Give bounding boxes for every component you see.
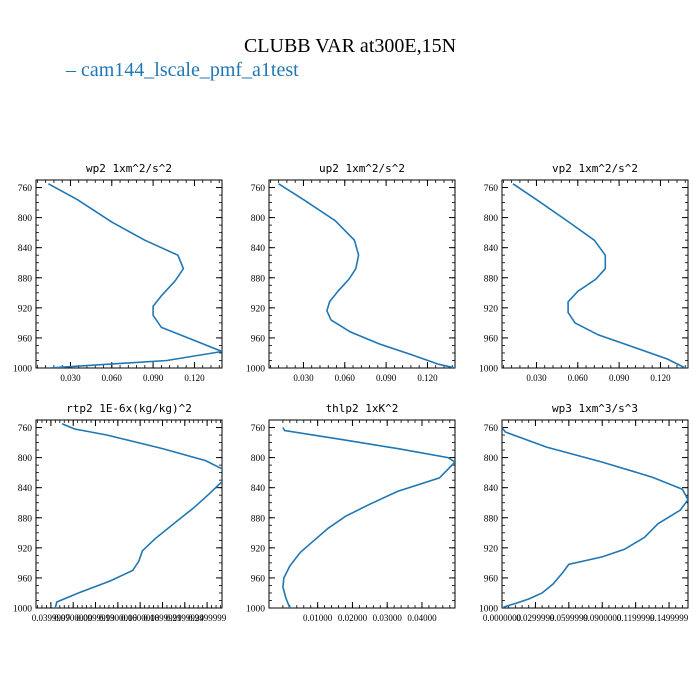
x-tick-label: 0.0900000 xyxy=(583,613,622,623)
y-tick-label: 840 xyxy=(18,244,33,254)
x-tick-label: 0.02000 xyxy=(338,613,368,623)
panel-title: wp3 1xm^3/s^3 xyxy=(552,402,638,415)
y-tick-label: 960 xyxy=(18,334,33,344)
x-tick-label: 0.0399999 xyxy=(32,613,71,623)
x-tick-label: 0.1499999 xyxy=(650,613,689,623)
x-tick-label: 0.030 xyxy=(526,373,547,383)
y-tick-label: 960 xyxy=(484,574,499,584)
x-tick-label: 0.060 xyxy=(335,373,356,383)
panel-title: up2 1xm^2/s^2 xyxy=(319,162,405,175)
legend-entry: – cam144_lscale_pmf_a1test xyxy=(66,59,299,81)
panel-4: rtp2 1E-6x(kg/kg)^2 760 800 840 880 920 960 100… xyxy=(13,402,227,623)
y-tick-label: 760 xyxy=(251,184,266,194)
y-tick-label: 920 xyxy=(18,304,33,314)
x-tick-label: 0.01000 xyxy=(303,613,333,623)
panel-title: rtp2 1E-6x(kg/kg)^2 xyxy=(66,402,192,415)
x-tick-label: 0.1300000 xyxy=(99,613,138,623)
panel-1: wp2 1xm^2/s^2 760 800 840 880 920 960 1000 0.030… xyxy=(13,162,223,383)
x-tick-label: 0.0999999 xyxy=(76,613,115,623)
y-tick-label: 920 xyxy=(18,544,33,554)
y-tick-label: 920 xyxy=(251,304,266,314)
x-tick-label: 0.0000000 xyxy=(483,613,522,623)
panel-title: thlp2 1xK^2 xyxy=(326,402,399,415)
x-tick-label: 0.0299999 xyxy=(516,613,555,623)
y-tick-label: 960 xyxy=(18,574,33,584)
y-tick-label: 1000 xyxy=(246,605,265,615)
series-line xyxy=(282,427,455,608)
y-tick-label: 880 xyxy=(251,514,266,524)
y-tick-label: 920 xyxy=(484,544,499,554)
y-tick-label: 840 xyxy=(251,484,266,494)
x-tick-label: 0.03000 xyxy=(373,613,403,623)
y-tick-label: 960 xyxy=(484,334,499,344)
y-tick-label: 760 xyxy=(251,424,266,434)
x-tick-label: 0.120 xyxy=(184,373,205,383)
y-tick-label: 840 xyxy=(484,244,499,254)
y-tick-label: 800 xyxy=(484,454,499,464)
figure-title: CLUBB VAR at300E,15N xyxy=(243,35,457,57)
y-tick-label: 960 xyxy=(251,334,266,344)
y-tick-label: 920 xyxy=(484,304,499,314)
y-tick-label: 760 xyxy=(18,424,33,434)
y-tick-label: 1000 xyxy=(13,365,32,375)
y-tick-label: 800 xyxy=(18,454,33,464)
y-tick-label: 1000 xyxy=(246,365,265,375)
plot-frame xyxy=(501,179,689,369)
x-tick-label: 0.030 xyxy=(293,373,314,383)
plot-frame xyxy=(268,419,456,609)
y-tick-label: 760 xyxy=(18,184,33,194)
series-line xyxy=(512,183,686,368)
x-tick-label: 0.090 xyxy=(143,373,164,383)
x-tick-label: 0.090 xyxy=(609,373,630,383)
y-tick-label: 880 xyxy=(484,274,499,284)
x-tick-label: 0.2199999 xyxy=(166,613,205,623)
y-tick-label: 880 xyxy=(18,514,33,524)
x-tick-label: 0.2499999 xyxy=(188,613,227,623)
plot-frame xyxy=(268,179,456,369)
x-tick-label: 0.120 xyxy=(417,373,438,383)
plot-frame xyxy=(35,419,223,609)
x-tick-label: 0.1600000 xyxy=(121,613,160,623)
y-tick-label: 800 xyxy=(251,214,266,224)
y-tick-label: 960 xyxy=(251,574,266,584)
series-line xyxy=(48,183,222,368)
x-tick-label: 0.0700000 xyxy=(54,613,93,623)
panel-3: vp2 1xm^2/s^2 760 800 840 880 920 960 1000 0.030… xyxy=(479,162,689,383)
x-tick-label: 0.060 xyxy=(102,373,123,383)
x-tick-label: 0.030 xyxy=(60,373,81,383)
series-line xyxy=(502,427,688,608)
y-tick-label: 1000 xyxy=(479,365,498,375)
x-tick-label: 0.1199999 xyxy=(617,613,655,623)
plot-frame xyxy=(35,179,223,369)
y-tick-label: 1000 xyxy=(479,605,498,615)
y-tick-label: 880 xyxy=(251,274,266,284)
series-line xyxy=(54,423,222,608)
series-line xyxy=(278,183,455,368)
x-tick-label: 0.060 xyxy=(568,373,589,383)
panel-6: wp3 1xm^3/s^3 760 800 840 880 920 960 10000.000… xyxy=(479,402,689,623)
y-tick-label: 800 xyxy=(18,214,33,224)
x-tick-label: 0.1899999 xyxy=(143,613,182,623)
panel-title: wp2 1xm^2/s^2 xyxy=(86,162,172,175)
x-tick-label: 0.090 xyxy=(376,373,397,383)
panel-title: vp2 1xm^2/s^2 xyxy=(552,162,638,175)
plot-frame xyxy=(501,419,689,609)
y-tick-label: 880 xyxy=(484,514,499,524)
y-tick-label: 840 xyxy=(484,484,499,494)
y-tick-label: 1000 xyxy=(13,605,32,615)
y-tick-label: 800 xyxy=(484,214,499,224)
x-tick-label: 0.120 xyxy=(650,373,671,383)
y-tick-label: 800 xyxy=(251,454,266,464)
x-tick-label: 0.0599999 xyxy=(550,613,589,623)
y-tick-label: 840 xyxy=(18,484,33,494)
panel-2: up2 1xm^2/s^2 760 800 840 880 920 960 1000 0.030… xyxy=(246,162,456,383)
y-tick-label: 760 xyxy=(484,184,499,194)
y-tick-label: 760 xyxy=(484,424,499,434)
x-tick-label: 0.04000 xyxy=(407,613,437,623)
y-tick-label: 880 xyxy=(18,274,33,284)
y-tick-label: 840 xyxy=(251,244,266,254)
panel-5: thlp2 1xK^2 760 800 840 880 920 960 1000 0.01000… xyxy=(246,402,456,623)
y-tick-label: 920 xyxy=(251,544,266,554)
